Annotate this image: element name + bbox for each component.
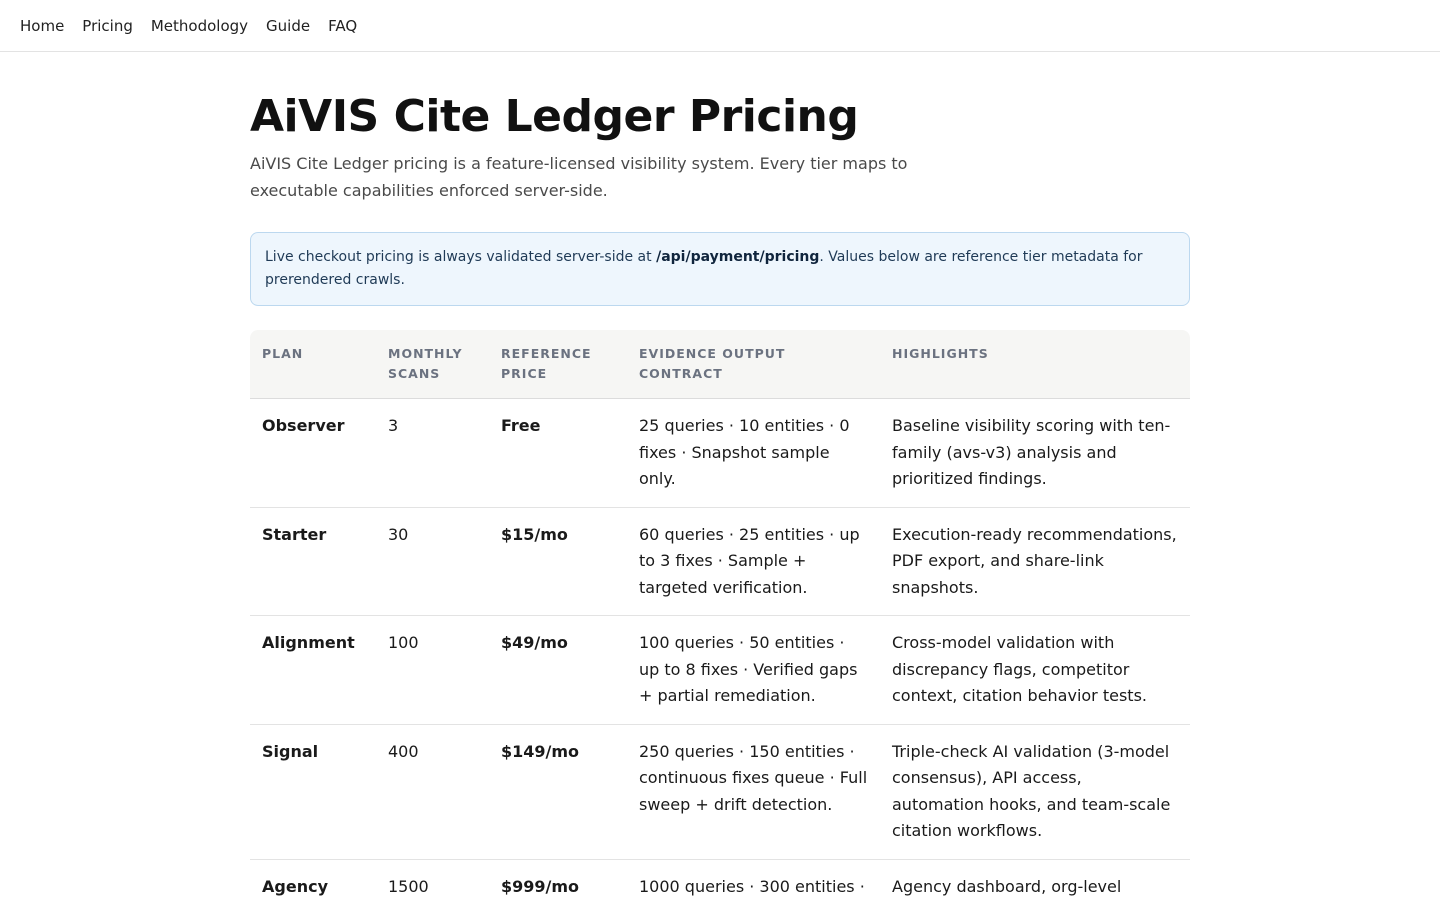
table-row: Alignment 100 $49/mo 100 queries · 50 en… xyxy=(250,615,1190,725)
plan-highlights: Cross-model validation with discrepancy … xyxy=(880,615,1190,725)
reference-price: $999/mo xyxy=(489,859,627,900)
plan-name: Alignment xyxy=(250,615,376,725)
evidence-contract: 1000 queries · 300 entities · xyxy=(627,859,880,900)
evidence-contract: 250 queries · 150 entities · continuous … xyxy=(627,724,880,860)
monthly-scans: 1500 xyxy=(376,859,489,900)
pricing-table: PLAN MONTHLY SCANS REFERENCE PRICE EVIDE… xyxy=(250,330,1190,900)
table-row: Signal 400 $149/mo 250 queries · 150 ent… xyxy=(250,724,1190,860)
reference-price: $149/mo xyxy=(489,724,627,860)
evidence-contract: 60 queries · 25 entities · up to 3 fixes… xyxy=(627,507,880,616)
plan-highlights: Execution-ready recommendations, PDF exp… xyxy=(880,507,1190,616)
plan-highlights: Agency dashboard, org-level xyxy=(880,859,1190,900)
header-evidence-output-contract: EVIDENCE OUTPUT CONTRACT xyxy=(627,330,880,399)
nav-link-faq[interactable]: FAQ xyxy=(328,16,358,35)
header-highlights: HIGHLIGHTS xyxy=(880,330,1190,399)
monthly-scans: 100 xyxy=(376,615,489,725)
header-monthly-scans: MONTHLY SCANS xyxy=(376,330,489,399)
nav-link-home[interactable]: Home xyxy=(20,16,65,35)
reference-price: $15/mo xyxy=(489,507,627,616)
table-row: Observer 3 Free 25 queries · 10 entities… xyxy=(250,398,1190,508)
page-title: AiVIS Cite Ledger Pricing xyxy=(250,91,859,142)
table-row: Agency 1500 $999/mo 1000 queries · 300 e… xyxy=(250,859,1190,900)
notice-prefix: Live checkout pricing is always validate… xyxy=(265,249,657,265)
monthly-scans: 400 xyxy=(376,724,489,860)
plan-name: Starter xyxy=(250,507,376,616)
nav-link-methodology[interactable]: Methodology xyxy=(150,16,249,35)
monthly-scans: 3 xyxy=(376,398,489,508)
evidence-contract: 100 queries · 50 entities · up to 8 fixe… xyxy=(627,615,880,725)
notice-suffix: . Values below are reference tier metada… xyxy=(265,249,1143,288)
reference-price: $49/mo xyxy=(489,615,627,725)
notice-endpoint: /api/payment/pricing xyxy=(656,249,820,265)
header-reference-price: REFERENCE PRICE xyxy=(489,330,627,399)
evidence-contract: 25 queries · 10 entities · 0 fixes · Sna… xyxy=(627,398,880,508)
top-navigation: Home Pricing Methodology Guide FAQ xyxy=(0,0,1440,52)
nav-link-guide[interactable]: Guide xyxy=(266,16,311,35)
header-plan: PLAN xyxy=(250,330,376,399)
plan-highlights: Baseline visibility scoring with ten-fam… xyxy=(880,398,1190,508)
monthly-scans: 30 xyxy=(376,507,489,616)
pricing-notice: Live checkout pricing is always validate… xyxy=(250,232,1190,306)
plan-name: Agency xyxy=(250,859,376,900)
table-header-row: PLAN MONTHLY SCANS REFERENCE PRICE EVIDE… xyxy=(250,330,1190,399)
plan-name: Observer xyxy=(250,398,376,508)
reference-price: Free xyxy=(489,398,627,508)
nav-link-pricing[interactable]: Pricing xyxy=(82,16,133,35)
plan-name: Signal xyxy=(250,724,376,860)
plan-highlights: Triple-check AI validation (3-model cons… xyxy=(880,724,1190,860)
table-row: Starter 30 $15/mo 60 queries · 25 entiti… xyxy=(250,507,1190,616)
main-content: AiVIS Cite Ledger Pricing AiVIS Cite Led… xyxy=(250,92,1190,900)
page-subtitle: AiVIS Cite Ledger pricing is a feature-l… xyxy=(250,154,908,200)
